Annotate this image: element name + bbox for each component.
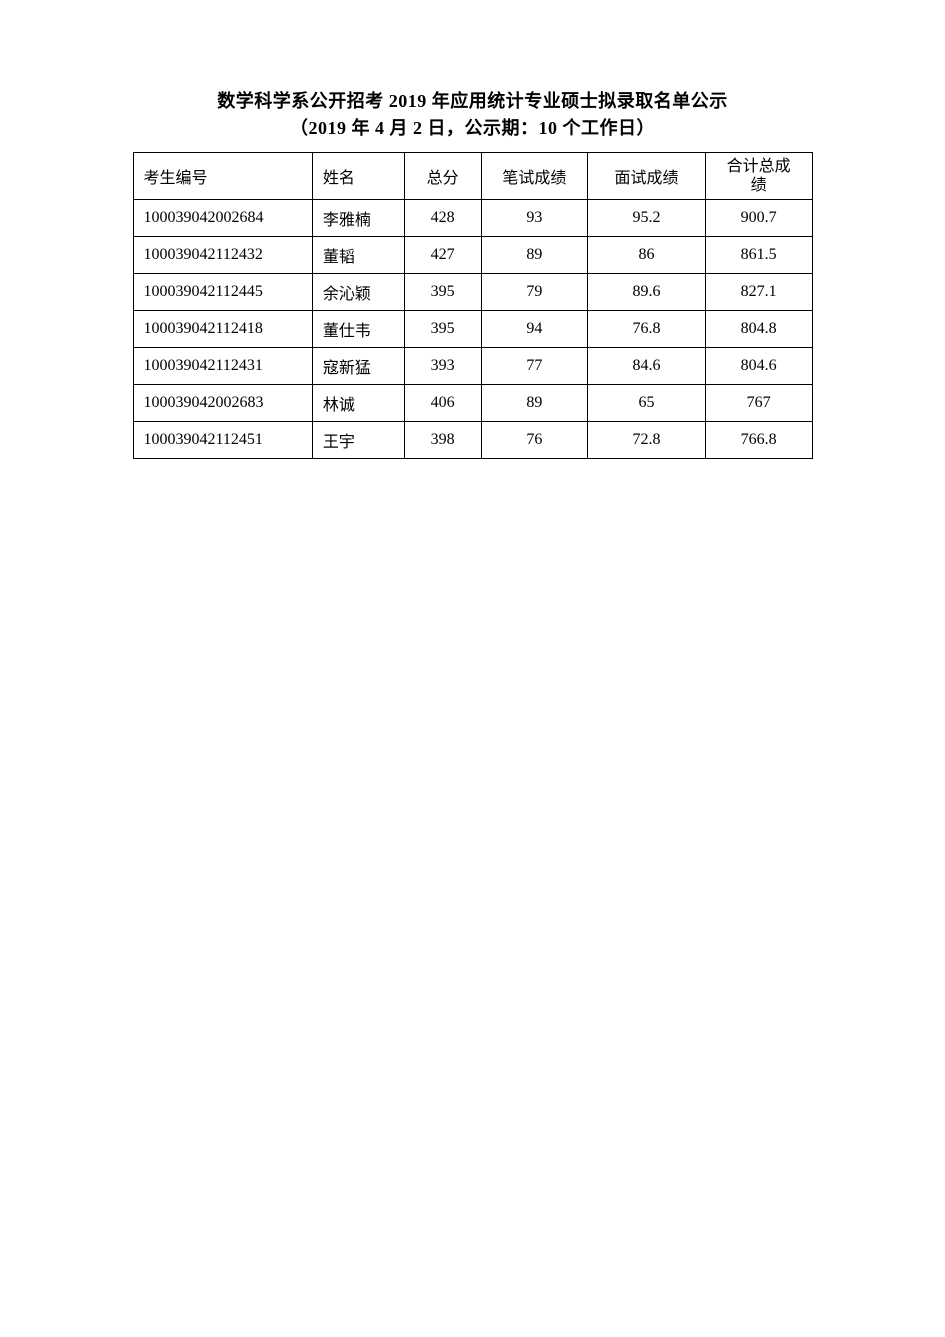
- cell-interview: 86: [588, 237, 705, 274]
- cell-written: 93: [481, 200, 588, 237]
- title-line-1: 数学科学系公开招考 2019 年应用统计专业硕士拟录取名单公示: [0, 88, 945, 115]
- table-row: 100039042112451 王宇 398 76 72.8 766.8: [133, 422, 812, 459]
- table-header-row: 考生编号 姓名 总分 笔试成绩 面试成绩 合计总成绩: [133, 153, 812, 200]
- col-header-written: 笔试成绩: [481, 153, 588, 200]
- col-header-total: 总分: [404, 153, 481, 200]
- table-row: 100039042112431 寇新猛 393 77 84.6 804.6: [133, 348, 812, 385]
- col-header-id: 考生编号: [133, 153, 312, 200]
- cell-interview: 65: [588, 385, 705, 422]
- cell-total: 427: [404, 237, 481, 274]
- cell-name: 董仕韦: [312, 311, 404, 348]
- cell-name: 李雅楠: [312, 200, 404, 237]
- cell-written: 79: [481, 274, 588, 311]
- table-row: 100039042112445 余沁颖 395 79 89.6 827.1: [133, 274, 812, 311]
- cell-sum: 827.1: [705, 274, 812, 311]
- cell-sum: 804.6: [705, 348, 812, 385]
- cell-name: 林诚: [312, 385, 404, 422]
- cell-written: 77: [481, 348, 588, 385]
- cell-sum: 804.8: [705, 311, 812, 348]
- cell-id: 100039042112451: [133, 422, 312, 459]
- table-row: 100039042112432 董韬 427 89 86 861.5: [133, 237, 812, 274]
- table-row: 100039042002684 李雅楠 428 93 95.2 900.7: [133, 200, 812, 237]
- table-row: 100039042112418 董仕韦 395 94 76.8 804.8: [133, 311, 812, 348]
- col-header-sum: 合计总成绩: [705, 153, 812, 200]
- cell-id: 100039042112431: [133, 348, 312, 385]
- cell-sum: 766.8: [705, 422, 812, 459]
- cell-written: 89: [481, 237, 588, 274]
- table-container: 考生编号 姓名 总分 笔试成绩 面试成绩 合计总成绩 1000390420026…: [0, 152, 945, 459]
- cell-total: 428: [404, 200, 481, 237]
- cell-total: 393: [404, 348, 481, 385]
- cell-total: 395: [404, 311, 481, 348]
- col-header-name: 姓名: [312, 153, 404, 200]
- cell-id: 100039042002683: [133, 385, 312, 422]
- cell-sum: 861.5: [705, 237, 812, 274]
- cell-sum: 900.7: [705, 200, 812, 237]
- cell-interview: 95.2: [588, 200, 705, 237]
- col-header-sum-text: 合计总成绩: [727, 158, 791, 194]
- cell-written: 76: [481, 422, 588, 459]
- cell-name: 董韬: [312, 237, 404, 274]
- cell-id: 100039042112432: [133, 237, 312, 274]
- col-header-interview: 面试成绩: [588, 153, 705, 200]
- cell-sum: 767: [705, 385, 812, 422]
- cell-id: 100039042002684: [133, 200, 312, 237]
- cell-interview: 76.8: [588, 311, 705, 348]
- cell-total: 406: [404, 385, 481, 422]
- table-head: 考生编号 姓名 总分 笔试成绩 面试成绩 合计总成绩: [133, 153, 812, 200]
- cell-interview: 89.6: [588, 274, 705, 311]
- cell-total: 395: [404, 274, 481, 311]
- cell-interview: 84.6: [588, 348, 705, 385]
- cell-interview: 72.8: [588, 422, 705, 459]
- cell-id: 100039042112445: [133, 274, 312, 311]
- cell-total: 398: [404, 422, 481, 459]
- table-row: 100039042002683 林诚 406 89 65 767: [133, 385, 812, 422]
- document-title: 数学科学系公开招考 2019 年应用统计专业硕士拟录取名单公示 （2019 年 …: [0, 88, 945, 142]
- cell-name: 寇新猛: [312, 348, 404, 385]
- admission-table: 考生编号 姓名 总分 笔试成绩 面试成绩 合计总成绩 1000390420026…: [133, 152, 813, 459]
- cell-name: 余沁颖: [312, 274, 404, 311]
- cell-name: 王宇: [312, 422, 404, 459]
- table-body: 100039042002684 李雅楠 428 93 95.2 900.7 10…: [133, 200, 812, 459]
- title-line-2: （2019 年 4 月 2 日，公示期：10 个工作日）: [0, 115, 945, 142]
- cell-written: 94: [481, 311, 588, 348]
- cell-written: 89: [481, 385, 588, 422]
- cell-id: 100039042112418: [133, 311, 312, 348]
